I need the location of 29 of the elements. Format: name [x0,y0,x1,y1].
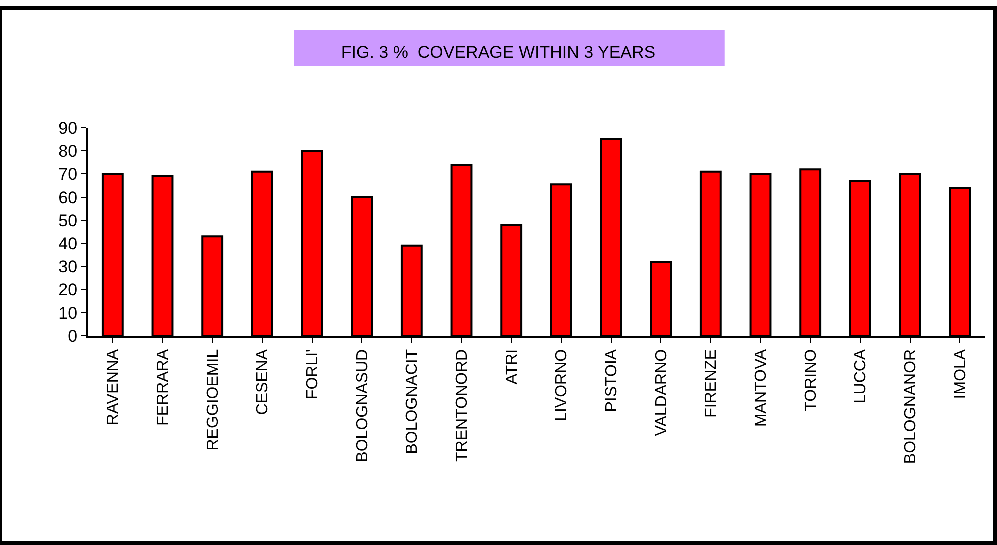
x-tick-label: TRENTONORD [454,349,471,462]
x-tick-label: FORLI' [304,349,322,400]
x-tick-label: VALDARNO [653,349,670,436]
chart-title: FIG. 3 % COVERAGE WITHIN 3 YEARS [341,42,656,62]
x-tick-label: MANTOVA [752,349,770,428]
x-tick-label: RAVENNA [105,349,122,426]
y-tick-label: 10 [58,304,78,323]
y-tick-label: 20 [58,280,78,300]
y-tick-label: 70 [58,165,78,184]
x-tick-label: FIRENZE [703,349,720,418]
y-tick-label: 50 [58,211,78,230]
x-tick-label: IMOLA [952,349,970,400]
x-tick-label: LUCCA [852,349,870,404]
x-tick-label: ATRI [504,349,521,385]
y-tick-label: 80 [58,142,78,162]
y-tick-label: 60 [58,188,78,208]
x-tick-label: PISTOIA [603,349,620,412]
x-tick-label: BOLOGNANOR [902,349,920,464]
y-tick-label: 40 [58,234,78,254]
x-tick-label: CESENA [254,349,272,416]
x-tick-label: TORINO [802,349,820,412]
x-tick-label: LIVORNO [554,349,571,422]
y-tick-label: 0 [68,326,78,346]
y-tick-label: 30 [58,258,78,277]
x-tick-label: FERRARA [154,349,172,426]
x-tick-label: BOLOGNASUD [354,349,372,462]
x-tick-label: BOLOGNACIT [404,349,422,454]
x-tick-label: REGGIOEMIL [204,349,222,451]
y-tick-label: 90 [58,118,78,138]
